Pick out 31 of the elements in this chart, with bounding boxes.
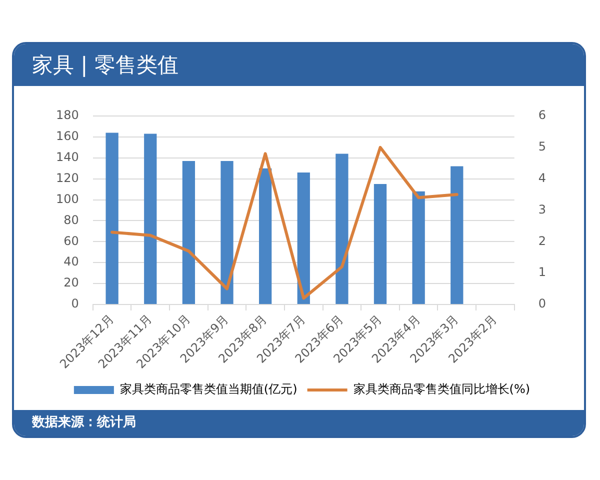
y2-tick-label: 4 xyxy=(538,170,546,185)
y-tick-label: 20 xyxy=(64,276,79,290)
bar xyxy=(259,168,272,304)
y2-tick-label: 5 xyxy=(538,140,546,154)
y2-tick-label: 0 xyxy=(538,296,546,311)
y-tick-label: 180 xyxy=(56,108,79,122)
y-tick-label: 0 xyxy=(71,296,79,311)
y2-tick-label: 2 xyxy=(538,234,546,248)
bar xyxy=(412,191,425,304)
bar xyxy=(182,161,196,304)
y-tick-label: 160 xyxy=(56,129,79,144)
legend-label: 家具类商品零售类值当期值(亿元) xyxy=(120,382,298,396)
source-note: 数据来源：统计局 xyxy=(32,414,136,432)
y2-tick-label: 1 xyxy=(538,265,546,280)
bar xyxy=(297,172,310,304)
y-tick-label: 100 xyxy=(56,192,79,206)
y-tick-label: 60 xyxy=(64,234,79,248)
legend-label: 家具类商品零售类值同比增长(%) xyxy=(353,382,530,396)
y2-tick-label: 3 xyxy=(538,202,546,216)
bar xyxy=(450,166,464,304)
y-tick-label: 140 xyxy=(56,150,79,164)
y-tick-label: 80 xyxy=(64,212,79,227)
chart-title: 家具 | 零售类值 xyxy=(32,52,178,78)
bar xyxy=(220,161,234,304)
y-tick-label: 120 xyxy=(56,170,79,185)
y-tick-label: 40 xyxy=(64,254,79,269)
bar xyxy=(336,154,348,304)
bar xyxy=(144,134,157,304)
bar xyxy=(374,184,387,304)
y2-tick-label: 6 xyxy=(538,108,546,122)
bar xyxy=(106,132,118,304)
